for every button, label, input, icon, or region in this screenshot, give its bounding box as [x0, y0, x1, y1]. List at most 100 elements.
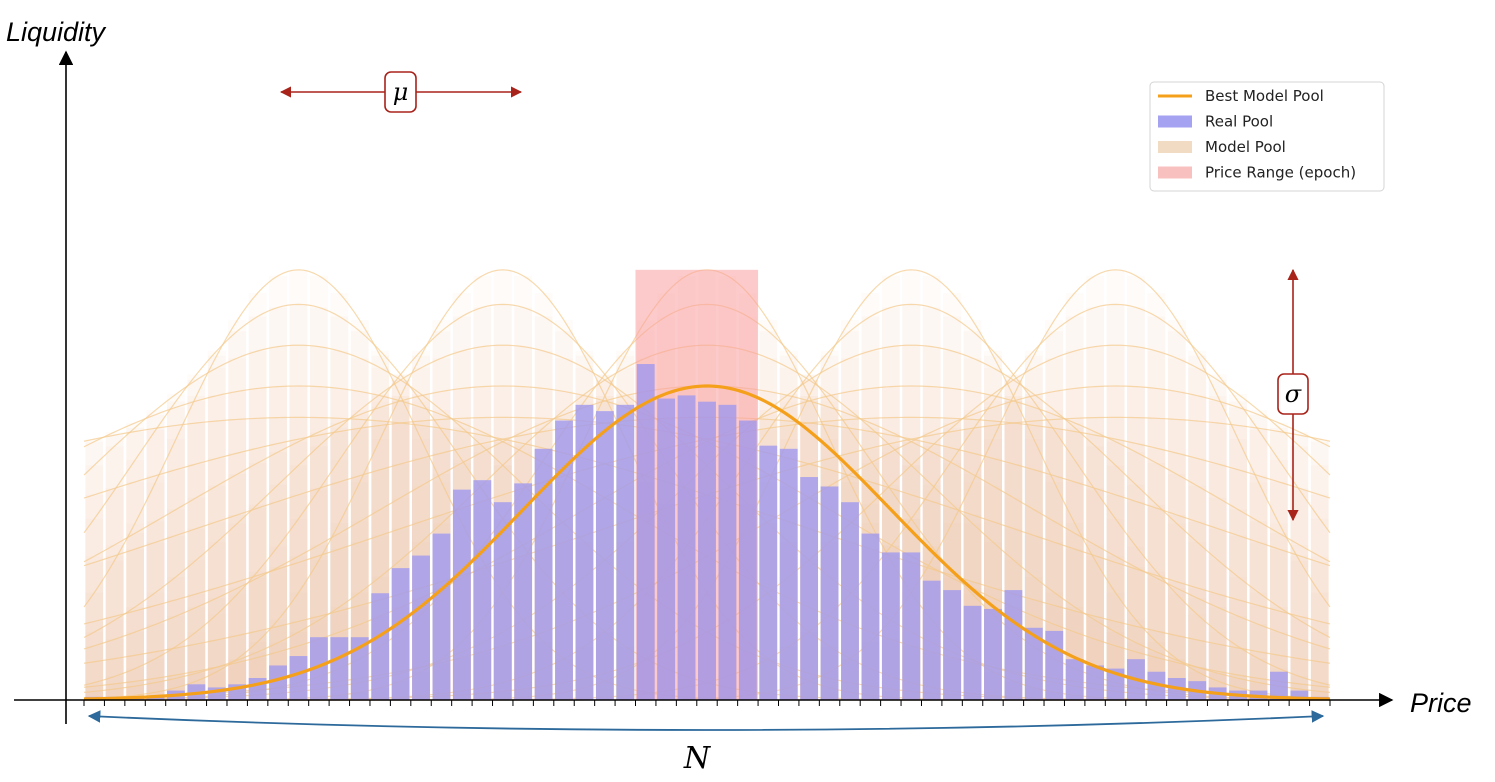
model-pool-bar	[1249, 414, 1268, 700]
model-pool-bar	[248, 575, 267, 700]
model-pool-bar	[1310, 621, 1329, 700]
model-pool-bar	[187, 593, 206, 700]
real-pool-bar	[146, 696, 165, 700]
model-pool-bar	[207, 350, 226, 700]
model-pool-bar	[1147, 388, 1166, 700]
model-pool-bar	[309, 346, 328, 700]
model-pool-bar	[1167, 581, 1186, 700]
x-axis-ticks	[83, 700, 1331, 706]
model-pool-bar	[1024, 407, 1043, 700]
model-pool-bar	[1290, 488, 1309, 700]
model-pool-bar	[105, 431, 124, 700]
model-pool-bar	[1106, 345, 1125, 700]
model-pool-bar	[1188, 420, 1207, 700]
model-pool-bar	[1167, 391, 1186, 700]
real-pool-bar	[309, 637, 328, 700]
real-pool-bar	[1086, 665, 1105, 700]
model-pool-bar	[126, 655, 144, 700]
best-model-curve	[83, 384, 1331, 701]
model-pool-bar	[350, 410, 369, 700]
real-pool-bar	[677, 395, 696, 700]
model-pool-bar	[1229, 407, 1247, 700]
model-pool-bar	[1045, 419, 1064, 700]
model-pool-bar	[963, 320, 982, 700]
model-pool-bar	[228, 419, 247, 700]
mu-symbol: μ	[393, 78, 409, 106]
model-pool-bar	[269, 546, 287, 700]
model-pool-bar	[1310, 686, 1329, 700]
real-pool-bar	[698, 401, 716, 700]
real-pool-bar	[555, 420, 573, 700]
model-pool-bar	[207, 542, 226, 700]
model-pool-bar	[350, 428, 369, 700]
model-pool-bar	[1065, 293, 1084, 700]
real-pool-bars	[85, 364, 1329, 700]
model-pool-bar	[1065, 431, 1084, 700]
model-pool-bar	[1127, 417, 1145, 700]
model-pool-bar	[1290, 544, 1309, 700]
model-pool-bar	[167, 599, 185, 700]
model-pool-bar	[167, 576, 185, 700]
model-pool-bar	[1188, 521, 1207, 700]
model-pool-bar	[269, 484, 287, 700]
model-pool-bar	[146, 658, 165, 700]
model-pool-bar	[1290, 435, 1309, 700]
legend-frame	[1149, 81, 1385, 192]
model-pool-bar	[85, 465, 104, 700]
model-pool-bar	[126, 533, 144, 700]
model-pool-bar	[207, 614, 226, 700]
model-pool-bar	[187, 607, 206, 700]
price-range-band	[635, 269, 759, 700]
model-pool-bar	[309, 417, 328, 700]
model-pool-bar	[1270, 549, 1288, 700]
model-pool-bar	[105, 658, 124, 700]
model-pool-bar	[1147, 508, 1166, 700]
model-pool-bar	[85, 686, 104, 700]
real-pool-bar	[1045, 630, 1064, 700]
real-pool-bar	[820, 486, 839, 700]
model-pool-bar	[289, 441, 308, 700]
model-pool-bar	[126, 460, 144, 700]
real-pool-bar	[432, 533, 451, 700]
model-pool-bar	[1086, 307, 1105, 700]
real-pool-bar	[1004, 590, 1023, 700]
model-pool-bar	[1290, 431, 1309, 700]
model-pool-bar	[187, 423, 206, 700]
model-pool-bar	[1127, 346, 1145, 700]
real-pool-bar	[1065, 659, 1084, 700]
model-pool-bar	[1086, 544, 1105, 700]
real-pool-bar	[636, 364, 655, 700]
model-pool-bar	[289, 345, 308, 700]
model-pool-bar	[269, 452, 287, 700]
model-pool-bar	[228, 594, 247, 700]
sigma-annotation: σ	[1277, 268, 1309, 522]
model-pool-bar	[350, 358, 369, 700]
real-pool-bar	[881, 552, 900, 700]
model-pool-bar	[105, 446, 124, 700]
model-pool-bar	[146, 414, 165, 700]
model-pool-bar	[1208, 593, 1227, 700]
model-pool-bar	[289, 269, 308, 700]
model-pool-bar	[248, 508, 267, 700]
model-pool-bar	[105, 435, 124, 700]
model-pool-bar	[330, 427, 349, 700]
model-pool-bar	[1310, 494, 1329, 700]
model-pool-bar	[146, 475, 165, 700]
model-pool-bar	[228, 474, 247, 700]
model-pool-bar	[105, 544, 124, 700]
model-pool-bar	[1086, 346, 1105, 700]
real-pool-bar	[514, 483, 533, 700]
model-pool-bar	[309, 307, 328, 700]
real-pool-bar	[759, 445, 778, 700]
legend-label: Best Model Pool	[1205, 87, 1324, 105]
real-pool-bar	[534, 448, 553, 700]
model-pool-bar	[146, 605, 165, 700]
model-pool-bar	[85, 441, 104, 700]
real-pool-bar	[963, 605, 982, 700]
model-pool-bar	[1208, 528, 1227, 700]
model-pool-bar	[248, 577, 267, 700]
real-pool-bar	[616, 404, 635, 700]
model-pool-bar	[228, 514, 247, 700]
model-pool-bar	[1045, 320, 1064, 700]
model-pool-bar	[126, 668, 144, 700]
